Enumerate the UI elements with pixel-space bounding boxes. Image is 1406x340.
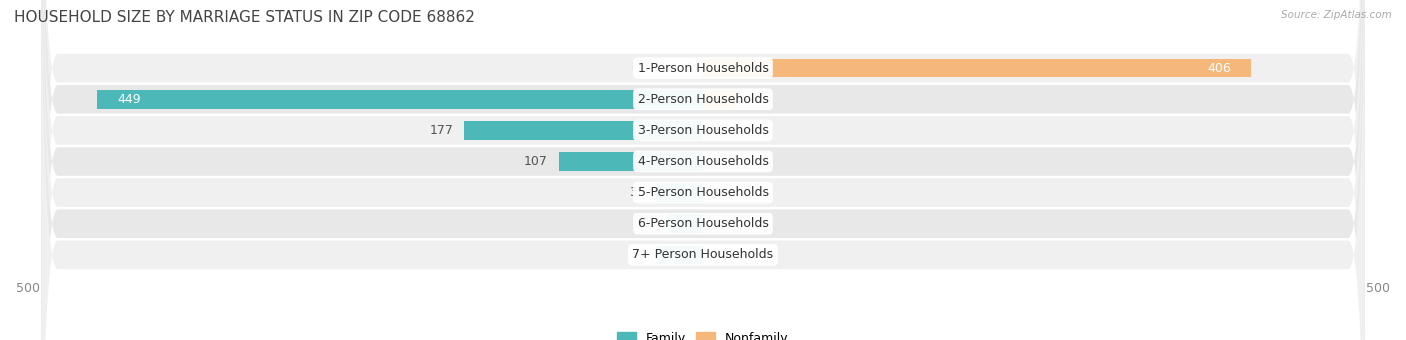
Bar bbox=[464, 121, 703, 140]
Bar bbox=[703, 90, 735, 108]
Text: 0: 0 bbox=[685, 62, 692, 74]
Text: 34: 34 bbox=[630, 249, 647, 261]
Text: 35: 35 bbox=[628, 186, 645, 199]
Text: 177: 177 bbox=[429, 124, 453, 137]
FancyBboxPatch shape bbox=[42, 0, 1364, 340]
FancyBboxPatch shape bbox=[42, 0, 1364, 340]
Text: 24: 24 bbox=[747, 93, 762, 106]
Text: HOUSEHOLD SIZE BY MARRIAGE STATUS IN ZIP CODE 68862: HOUSEHOLD SIZE BY MARRIAGE STATUS IN ZIP… bbox=[14, 10, 475, 25]
Text: 0: 0 bbox=[714, 155, 721, 168]
Text: 107: 107 bbox=[524, 155, 548, 168]
FancyBboxPatch shape bbox=[42, 0, 1364, 340]
Text: 5-Person Households: 5-Person Households bbox=[637, 186, 769, 199]
FancyBboxPatch shape bbox=[42, 0, 1364, 340]
Text: 0: 0 bbox=[714, 249, 721, 261]
Text: 6-Person Households: 6-Person Households bbox=[637, 217, 769, 230]
Text: 0: 0 bbox=[714, 124, 721, 137]
Text: Source: ZipAtlas.com: Source: ZipAtlas.com bbox=[1281, 10, 1392, 20]
Text: 406: 406 bbox=[1206, 62, 1230, 74]
Text: 26: 26 bbox=[641, 217, 657, 230]
Bar bbox=[657, 245, 703, 264]
Text: 0: 0 bbox=[714, 186, 721, 199]
Text: 449: 449 bbox=[117, 93, 141, 106]
Bar bbox=[558, 152, 703, 171]
Text: 3-Person Households: 3-Person Households bbox=[637, 124, 769, 137]
Bar bbox=[703, 59, 1251, 78]
Text: 1-Person Households: 1-Person Households bbox=[637, 62, 769, 74]
FancyBboxPatch shape bbox=[42, 0, 1364, 340]
Legend: Family, Nonfamily: Family, Nonfamily bbox=[612, 327, 794, 340]
Bar bbox=[668, 215, 703, 233]
Text: 7+ Person Households: 7+ Person Households bbox=[633, 249, 773, 261]
Bar bbox=[655, 183, 703, 202]
Text: 2-Person Households: 2-Person Households bbox=[637, 93, 769, 106]
Text: 0: 0 bbox=[714, 217, 721, 230]
Text: 4-Person Households: 4-Person Households bbox=[637, 155, 769, 168]
Bar bbox=[97, 90, 703, 108]
FancyBboxPatch shape bbox=[42, 0, 1364, 340]
FancyBboxPatch shape bbox=[42, 0, 1364, 340]
